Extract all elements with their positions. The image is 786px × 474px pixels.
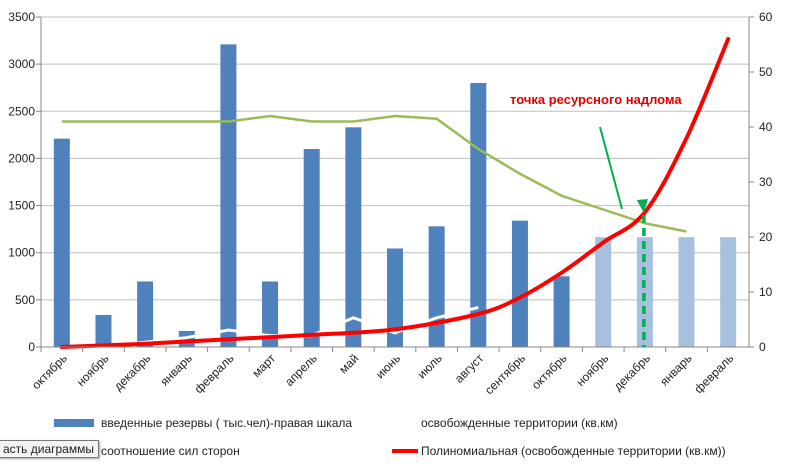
bar [95, 314, 112, 347]
bar [553, 276, 570, 347]
x-tick-label: декабрь [111, 351, 153, 393]
y-left-tick-label: 500 [15, 293, 35, 307]
chart-area-tooltip: асть диаграммы [0, 440, 99, 458]
legend-label: введенные резервы ( тыс.чел)-правая шкал… [101, 416, 352, 430]
x-tick-label: февраль [691, 351, 736, 396]
bar [678, 237, 695, 347]
y-right-tick-label: 50 [759, 65, 773, 79]
x-tick-label: август [452, 351, 487, 386]
x-tick-label: май [336, 351, 361, 376]
y-right-tick-label: 30 [759, 175, 773, 189]
annotation-arrowhead [636, 199, 648, 213]
y-left-tick-label: 1500 [8, 199, 35, 213]
bar [511, 220, 528, 347]
x-tick-label: январь [157, 351, 194, 388]
x-tick-label: ноябрь [573, 351, 611, 389]
x-tick-label: январь [657, 351, 694, 388]
x-tick-label: декабрь [611, 351, 653, 393]
bar [470, 83, 487, 347]
y-right-tick-label: 60 [759, 10, 773, 24]
y-right-tick-label: 20 [759, 230, 773, 244]
y-left-tick-label: 2000 [8, 151, 35, 165]
legend-label: освобожденные территории (кв.км) [421, 416, 618, 430]
bar [345, 127, 362, 347]
bar [262, 281, 279, 347]
x-tick-label: октябрь [29, 351, 70, 392]
annotation-arrow [599, 126, 623, 210]
bar-series [53, 44, 737, 347]
legend-label: Полиномиальная (освобожденные территории… [421, 444, 726, 458]
x-tick-label: сентябрь [482, 351, 528, 397]
y-left-tick-label: 3000 [8, 57, 35, 71]
bar [720, 237, 737, 347]
legend: введенные резервы ( тыс.чел)-правая шкал… [54, 416, 726, 458]
y-left-tick-label: 2500 [8, 104, 35, 118]
x-tick-label: июнь [373, 351, 403, 381]
annotation-text: точка ресурсного надлома [510, 92, 682, 107]
bar [303, 149, 320, 347]
x-tick-label: апрель [282, 351, 320, 389]
x-tick-label: март [249, 351, 278, 380]
legend-label: соотношение сил сторон [101, 444, 240, 458]
bar [220, 44, 237, 347]
force-ratio-line [61, 114, 687, 233]
bar [53, 138, 70, 347]
y-left-tick-label: 3500 [8, 10, 35, 24]
bar [387, 248, 403, 347]
x-tick-label: февраль [192, 351, 237, 396]
x-tick-label: июль [415, 351, 445, 381]
bar [595, 237, 612, 347]
y-right-tick-label: 40 [759, 120, 773, 134]
y-left-tick-label: 1000 [8, 246, 35, 260]
bar [428, 226, 445, 347]
bar [636, 237, 653, 347]
y-right-tick-label: 0 [759, 340, 766, 354]
y-left-tick-label: 0 [28, 340, 35, 354]
x-tick-label: ноябрь [74, 351, 112, 389]
legend-swatch-bar [54, 419, 94, 427]
bar [137, 281, 154, 347]
annotation: точка ресурсного надлома [510, 92, 682, 347]
y-right-tick-label: 10 [759, 285, 773, 299]
x-tick-label: октябрь [529, 351, 570, 392]
polynomial-trend-line [59, 37, 731, 349]
line-series [59, 37, 731, 349]
